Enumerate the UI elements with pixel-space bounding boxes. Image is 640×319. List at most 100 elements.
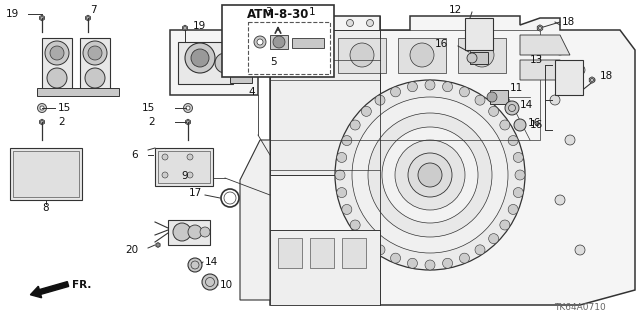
Circle shape xyxy=(555,45,565,55)
Circle shape xyxy=(513,152,524,162)
Circle shape xyxy=(475,245,485,255)
Text: 4: 4 xyxy=(248,87,255,97)
Polygon shape xyxy=(86,15,90,21)
Circle shape xyxy=(575,245,585,255)
Bar xyxy=(158,151,210,183)
Polygon shape xyxy=(518,122,522,128)
Bar xyxy=(285,15,292,65)
Circle shape xyxy=(442,82,452,92)
Circle shape xyxy=(273,36,285,48)
Circle shape xyxy=(47,68,67,88)
Text: 8: 8 xyxy=(43,203,49,213)
Circle shape xyxy=(375,95,385,105)
Text: ATM-8-30: ATM-8-30 xyxy=(247,8,309,20)
Circle shape xyxy=(575,65,585,75)
Circle shape xyxy=(515,170,525,180)
Circle shape xyxy=(514,119,526,131)
Circle shape xyxy=(342,204,352,214)
Text: 12: 12 xyxy=(449,5,462,15)
Text: 16: 16 xyxy=(528,118,541,128)
Bar xyxy=(270,30,540,140)
Circle shape xyxy=(367,19,374,26)
Polygon shape xyxy=(156,242,160,248)
Bar xyxy=(470,52,488,64)
Circle shape xyxy=(350,120,360,130)
Circle shape xyxy=(390,87,401,97)
Circle shape xyxy=(513,188,524,197)
Text: 5: 5 xyxy=(270,57,276,67)
Circle shape xyxy=(362,106,371,116)
Circle shape xyxy=(375,245,385,255)
Circle shape xyxy=(390,253,401,263)
Polygon shape xyxy=(589,77,595,83)
Bar xyxy=(278,238,302,268)
Text: 7: 7 xyxy=(90,5,97,15)
Circle shape xyxy=(410,43,434,67)
Circle shape xyxy=(337,188,347,197)
Text: 18: 18 xyxy=(562,17,575,27)
Text: 16: 16 xyxy=(530,120,543,130)
Circle shape xyxy=(254,36,266,48)
Circle shape xyxy=(45,41,69,65)
Circle shape xyxy=(83,41,107,65)
Circle shape xyxy=(555,195,565,205)
Polygon shape xyxy=(520,35,570,55)
Text: 3: 3 xyxy=(266,7,272,17)
Text: 14: 14 xyxy=(520,100,533,110)
Text: 18: 18 xyxy=(600,71,613,81)
Bar xyxy=(310,238,334,268)
Circle shape xyxy=(508,136,518,145)
Circle shape xyxy=(88,46,102,60)
Bar xyxy=(270,30,380,175)
Bar xyxy=(292,38,324,48)
Circle shape xyxy=(188,225,202,239)
Bar xyxy=(555,60,583,95)
Polygon shape xyxy=(520,60,570,80)
Text: 13: 13 xyxy=(530,55,543,65)
Bar xyxy=(300,18,305,63)
Circle shape xyxy=(342,136,352,145)
Circle shape xyxy=(234,57,248,71)
Circle shape xyxy=(202,274,218,290)
Circle shape xyxy=(467,53,477,63)
Circle shape xyxy=(470,43,494,67)
Circle shape xyxy=(382,127,478,223)
Polygon shape xyxy=(40,119,44,125)
Circle shape xyxy=(40,106,44,110)
Circle shape xyxy=(350,43,374,67)
Circle shape xyxy=(162,154,168,160)
Circle shape xyxy=(287,19,294,26)
Circle shape xyxy=(500,220,510,230)
Circle shape xyxy=(488,234,499,244)
Circle shape xyxy=(500,120,510,130)
Bar xyxy=(342,238,366,268)
Bar xyxy=(170,30,258,95)
Text: 11: 11 xyxy=(510,83,524,93)
Text: 17: 17 xyxy=(189,188,202,198)
Text: TK64A0710: TK64A0710 xyxy=(554,303,606,313)
Bar xyxy=(465,18,493,50)
Circle shape xyxy=(418,163,442,187)
Circle shape xyxy=(335,80,525,270)
Circle shape xyxy=(565,135,575,145)
Bar xyxy=(248,22,330,74)
Text: 15: 15 xyxy=(141,103,155,113)
Polygon shape xyxy=(270,16,635,305)
Text: 19: 19 xyxy=(6,9,19,19)
Text: 15: 15 xyxy=(58,103,71,113)
Bar xyxy=(168,220,210,245)
Text: 19: 19 xyxy=(193,21,206,31)
Bar xyxy=(230,45,252,83)
Circle shape xyxy=(346,19,353,26)
Circle shape xyxy=(425,260,435,270)
Circle shape xyxy=(508,204,518,214)
Bar xyxy=(278,38,326,73)
Bar xyxy=(490,90,508,104)
Circle shape xyxy=(362,234,371,244)
Circle shape xyxy=(460,87,470,97)
FancyArrow shape xyxy=(30,282,68,298)
Bar xyxy=(80,38,110,93)
Circle shape xyxy=(550,95,560,105)
Polygon shape xyxy=(182,25,188,31)
Polygon shape xyxy=(537,25,543,31)
